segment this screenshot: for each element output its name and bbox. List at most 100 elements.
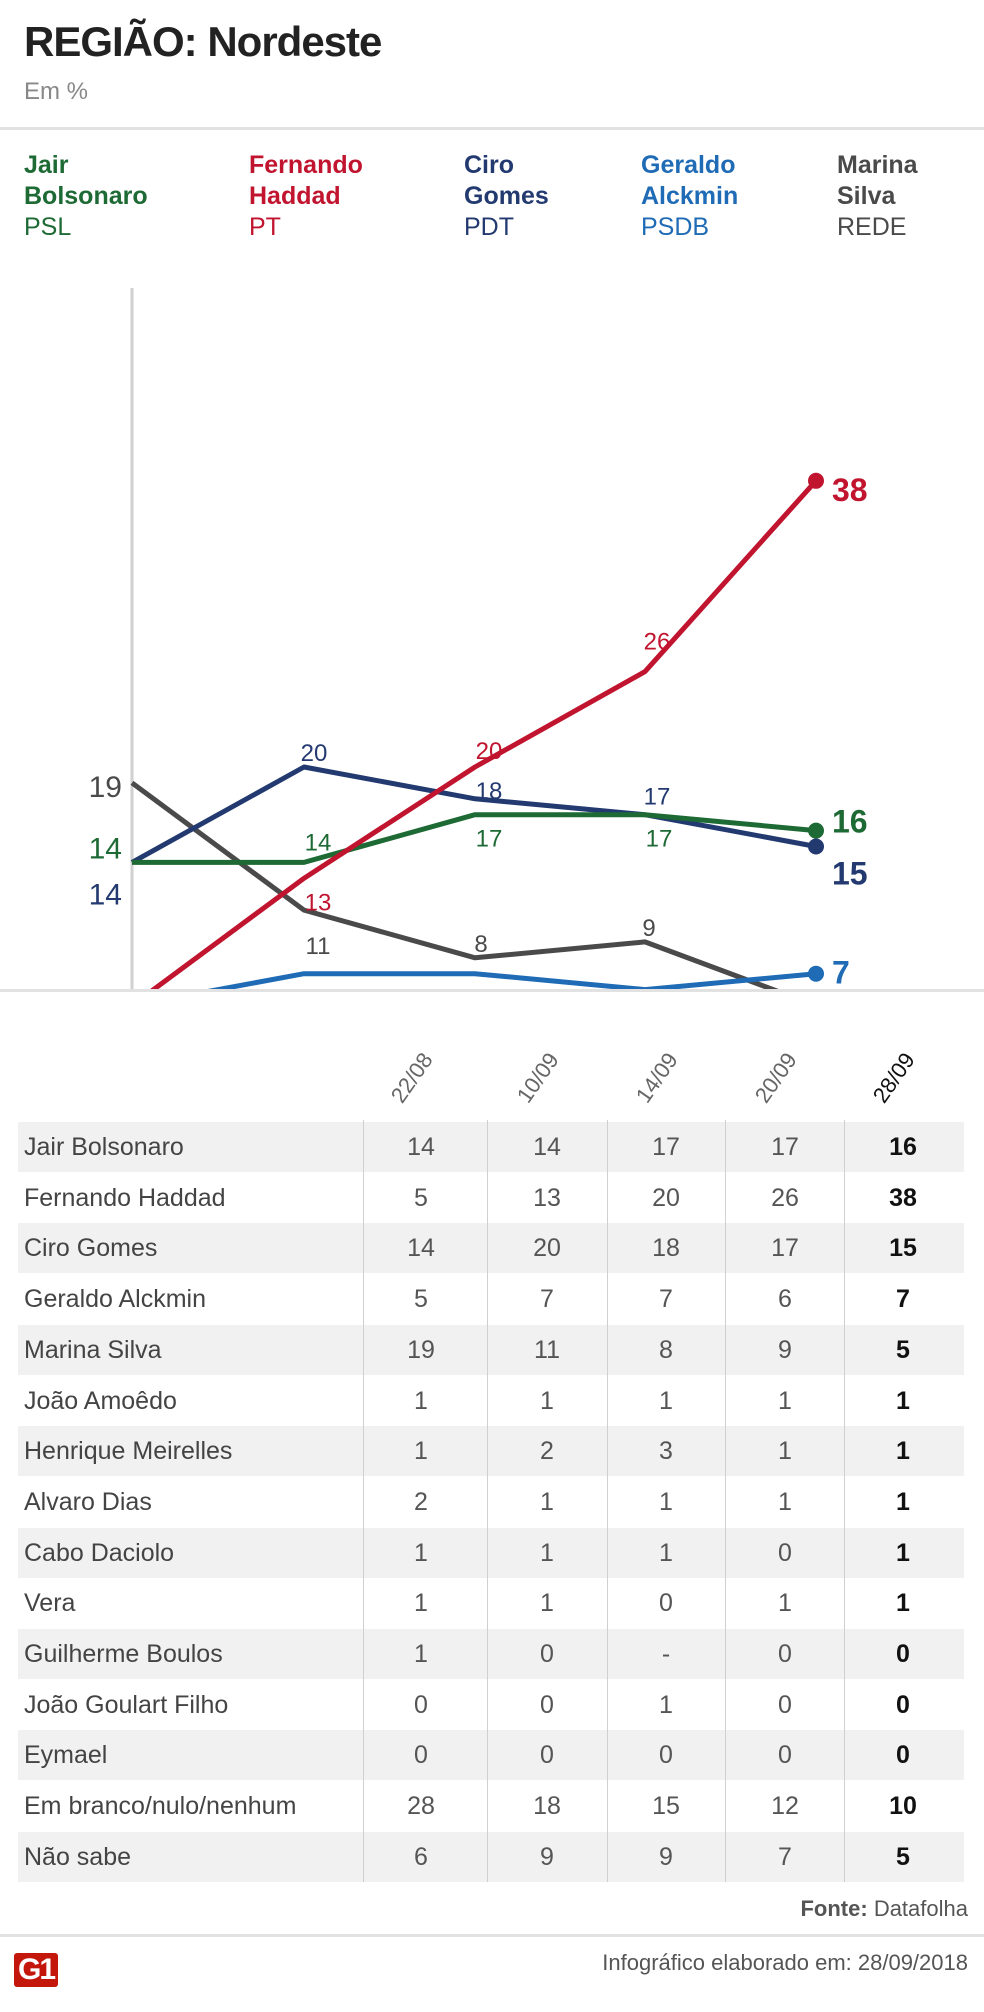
table-cell: 0 xyxy=(659,1741,673,1770)
divider xyxy=(0,127,984,130)
table-cell: 5 xyxy=(414,1285,428,1314)
table-header: 22/08 10/09 14/09 20/09 28/09 xyxy=(0,1030,984,1120)
table-cell: 0 xyxy=(540,1741,554,1770)
series-line-marina-silva xyxy=(130,780,782,990)
table-cell: 17 xyxy=(652,1133,680,1161)
table-row: João Amoêdo 1 1 1 1 1 xyxy=(18,1376,964,1426)
data-label: 18 xyxy=(476,778,503,805)
table-cell: 5 xyxy=(414,1183,428,1212)
divider xyxy=(0,989,984,992)
data-label: 17 xyxy=(646,826,673,853)
column-divider xyxy=(363,1120,364,1882)
table-cell: 18 xyxy=(652,1234,680,1263)
row-label: Ciro Gomes xyxy=(24,1234,158,1263)
data-label: 38 xyxy=(832,472,868,508)
data-label: 7 xyxy=(832,955,850,990)
table-row: Marina Silva 19 11 8 9 5 xyxy=(18,1324,964,1375)
line-chart: 22/0810/0914/0920/0928/09141417171651320… xyxy=(89,288,868,990)
table-cell: 26 xyxy=(771,1183,799,1212)
page-title: REGIÃO: Nordeste xyxy=(24,18,382,65)
legend: Jair Bolsonaro PSL Fernando Haddad PT Ciro… xyxy=(24,150,974,250)
row-label: João Amoêdo xyxy=(24,1386,177,1415)
table-cell: 1 xyxy=(414,1386,428,1415)
table-cell: 7 xyxy=(778,1842,792,1871)
table-cell: 1 xyxy=(414,1538,428,1567)
table-cell: 1 xyxy=(540,1589,554,1618)
table-cell: 1 xyxy=(896,1437,910,1466)
table-row: João Goulart Filho 0 0 1 0 0 xyxy=(18,1680,964,1730)
table-cell: 28 xyxy=(407,1792,435,1821)
legend-item-ciro: Ciro Gomes PDT xyxy=(464,150,594,243)
table-row: Guilherme Boulos 1 0 - 0 0 xyxy=(18,1629,964,1679)
table-row: Ciro Gomes 14 20 18 17 15 xyxy=(18,1223,964,1274)
row-label: Guilherme Boulos xyxy=(24,1640,223,1668)
table-cell: 1 xyxy=(540,1386,554,1415)
table-cell: 1 xyxy=(659,1487,673,1516)
table-row: Geraldo Alckmin 5 7 7 6 7 xyxy=(18,1274,964,1324)
table-cell: 17 xyxy=(771,1133,799,1161)
table-cell: 1 xyxy=(414,1640,428,1668)
series-end-marker xyxy=(808,838,824,855)
column-header: 28/09 xyxy=(867,1047,920,1108)
table-cell: 15 xyxy=(889,1234,917,1263)
table-row: Henrique Meirelles 1 2 3 1 1 xyxy=(18,1426,964,1477)
table-cell: 1 xyxy=(778,1437,792,1466)
row-label: Não sabe xyxy=(24,1842,132,1871)
table-cell: 1 xyxy=(896,1589,910,1618)
column-header: 10/09 xyxy=(511,1047,564,1108)
row-label: Cabo Daciolo xyxy=(24,1538,175,1567)
series-end-marker xyxy=(808,472,824,489)
table-cell: 9 xyxy=(778,1335,792,1364)
table-cell: 1 xyxy=(778,1589,792,1618)
data-label: 14 xyxy=(89,832,122,865)
table-cell: 6 xyxy=(414,1842,428,1871)
series-line-jair-bolsonaro xyxy=(132,812,817,865)
table-cell: 2 xyxy=(540,1437,554,1466)
table-cell: 0 xyxy=(778,1538,792,1567)
source-note: Fonte: Datafolha xyxy=(800,1896,968,1922)
table-cell: 5 xyxy=(896,1335,910,1364)
table-cell: 0 xyxy=(540,1640,554,1668)
table-cell: 1 xyxy=(659,1538,673,1567)
table-cell: 14 xyxy=(407,1133,435,1161)
table-cell: 20 xyxy=(533,1234,561,1263)
table-cell: 14 xyxy=(407,1234,435,1263)
row-label: Em branco/nulo/nenhum xyxy=(24,1792,297,1821)
series-end-marker xyxy=(808,965,824,982)
data-label: 14 xyxy=(89,878,122,911)
legend-party: PT xyxy=(249,213,281,241)
table-cell: 20 xyxy=(652,1183,680,1212)
legend-item-alckmin: Geraldo Alckmin PSDB xyxy=(641,150,781,243)
table-cell: 1 xyxy=(896,1386,910,1415)
table-cell: 1 xyxy=(659,1386,673,1415)
series-line-ciro-gomes xyxy=(130,764,817,865)
column-divider xyxy=(487,1120,488,1882)
g1-logo: G1 xyxy=(14,1953,58,1987)
table-cell: 9 xyxy=(540,1842,554,1871)
legend-party: PDT xyxy=(464,213,514,241)
table-cell: 0 xyxy=(659,1589,673,1618)
divider xyxy=(0,1934,984,1937)
legend-item-bolsonaro: Jair Bolsonaro PSL xyxy=(24,150,194,243)
table-cell: 1 xyxy=(414,1437,428,1466)
table-cell: 16 xyxy=(889,1133,917,1161)
row-label: Fernando Haddad xyxy=(24,1183,226,1212)
column-header: 20/09 xyxy=(749,1047,802,1108)
source-name: Datafolha xyxy=(873,1896,968,1921)
table-cell: - xyxy=(661,1640,671,1668)
row-label: Marina Silva xyxy=(24,1335,162,1364)
table-cell: 11 xyxy=(534,1335,560,1364)
table-row: Em branco/nulo/nenhum 28 18 15 12 10 xyxy=(18,1781,964,1831)
data-label: 13 xyxy=(305,889,332,916)
table-cell: 1 xyxy=(896,1487,910,1516)
table-cell: 13 xyxy=(533,1183,561,1212)
table-cell: 1 xyxy=(414,1589,428,1618)
table-cell: 19 xyxy=(407,1335,435,1364)
table-cell: 0 xyxy=(414,1690,428,1719)
table-cell: 9 xyxy=(659,1842,673,1871)
row-label: Geraldo Alckmin xyxy=(24,1285,207,1314)
column-header: 22/08 xyxy=(385,1047,438,1108)
table-row: Eymael 0 0 0 0 0 xyxy=(18,1730,964,1781)
table-cell: 38 xyxy=(889,1183,917,1212)
